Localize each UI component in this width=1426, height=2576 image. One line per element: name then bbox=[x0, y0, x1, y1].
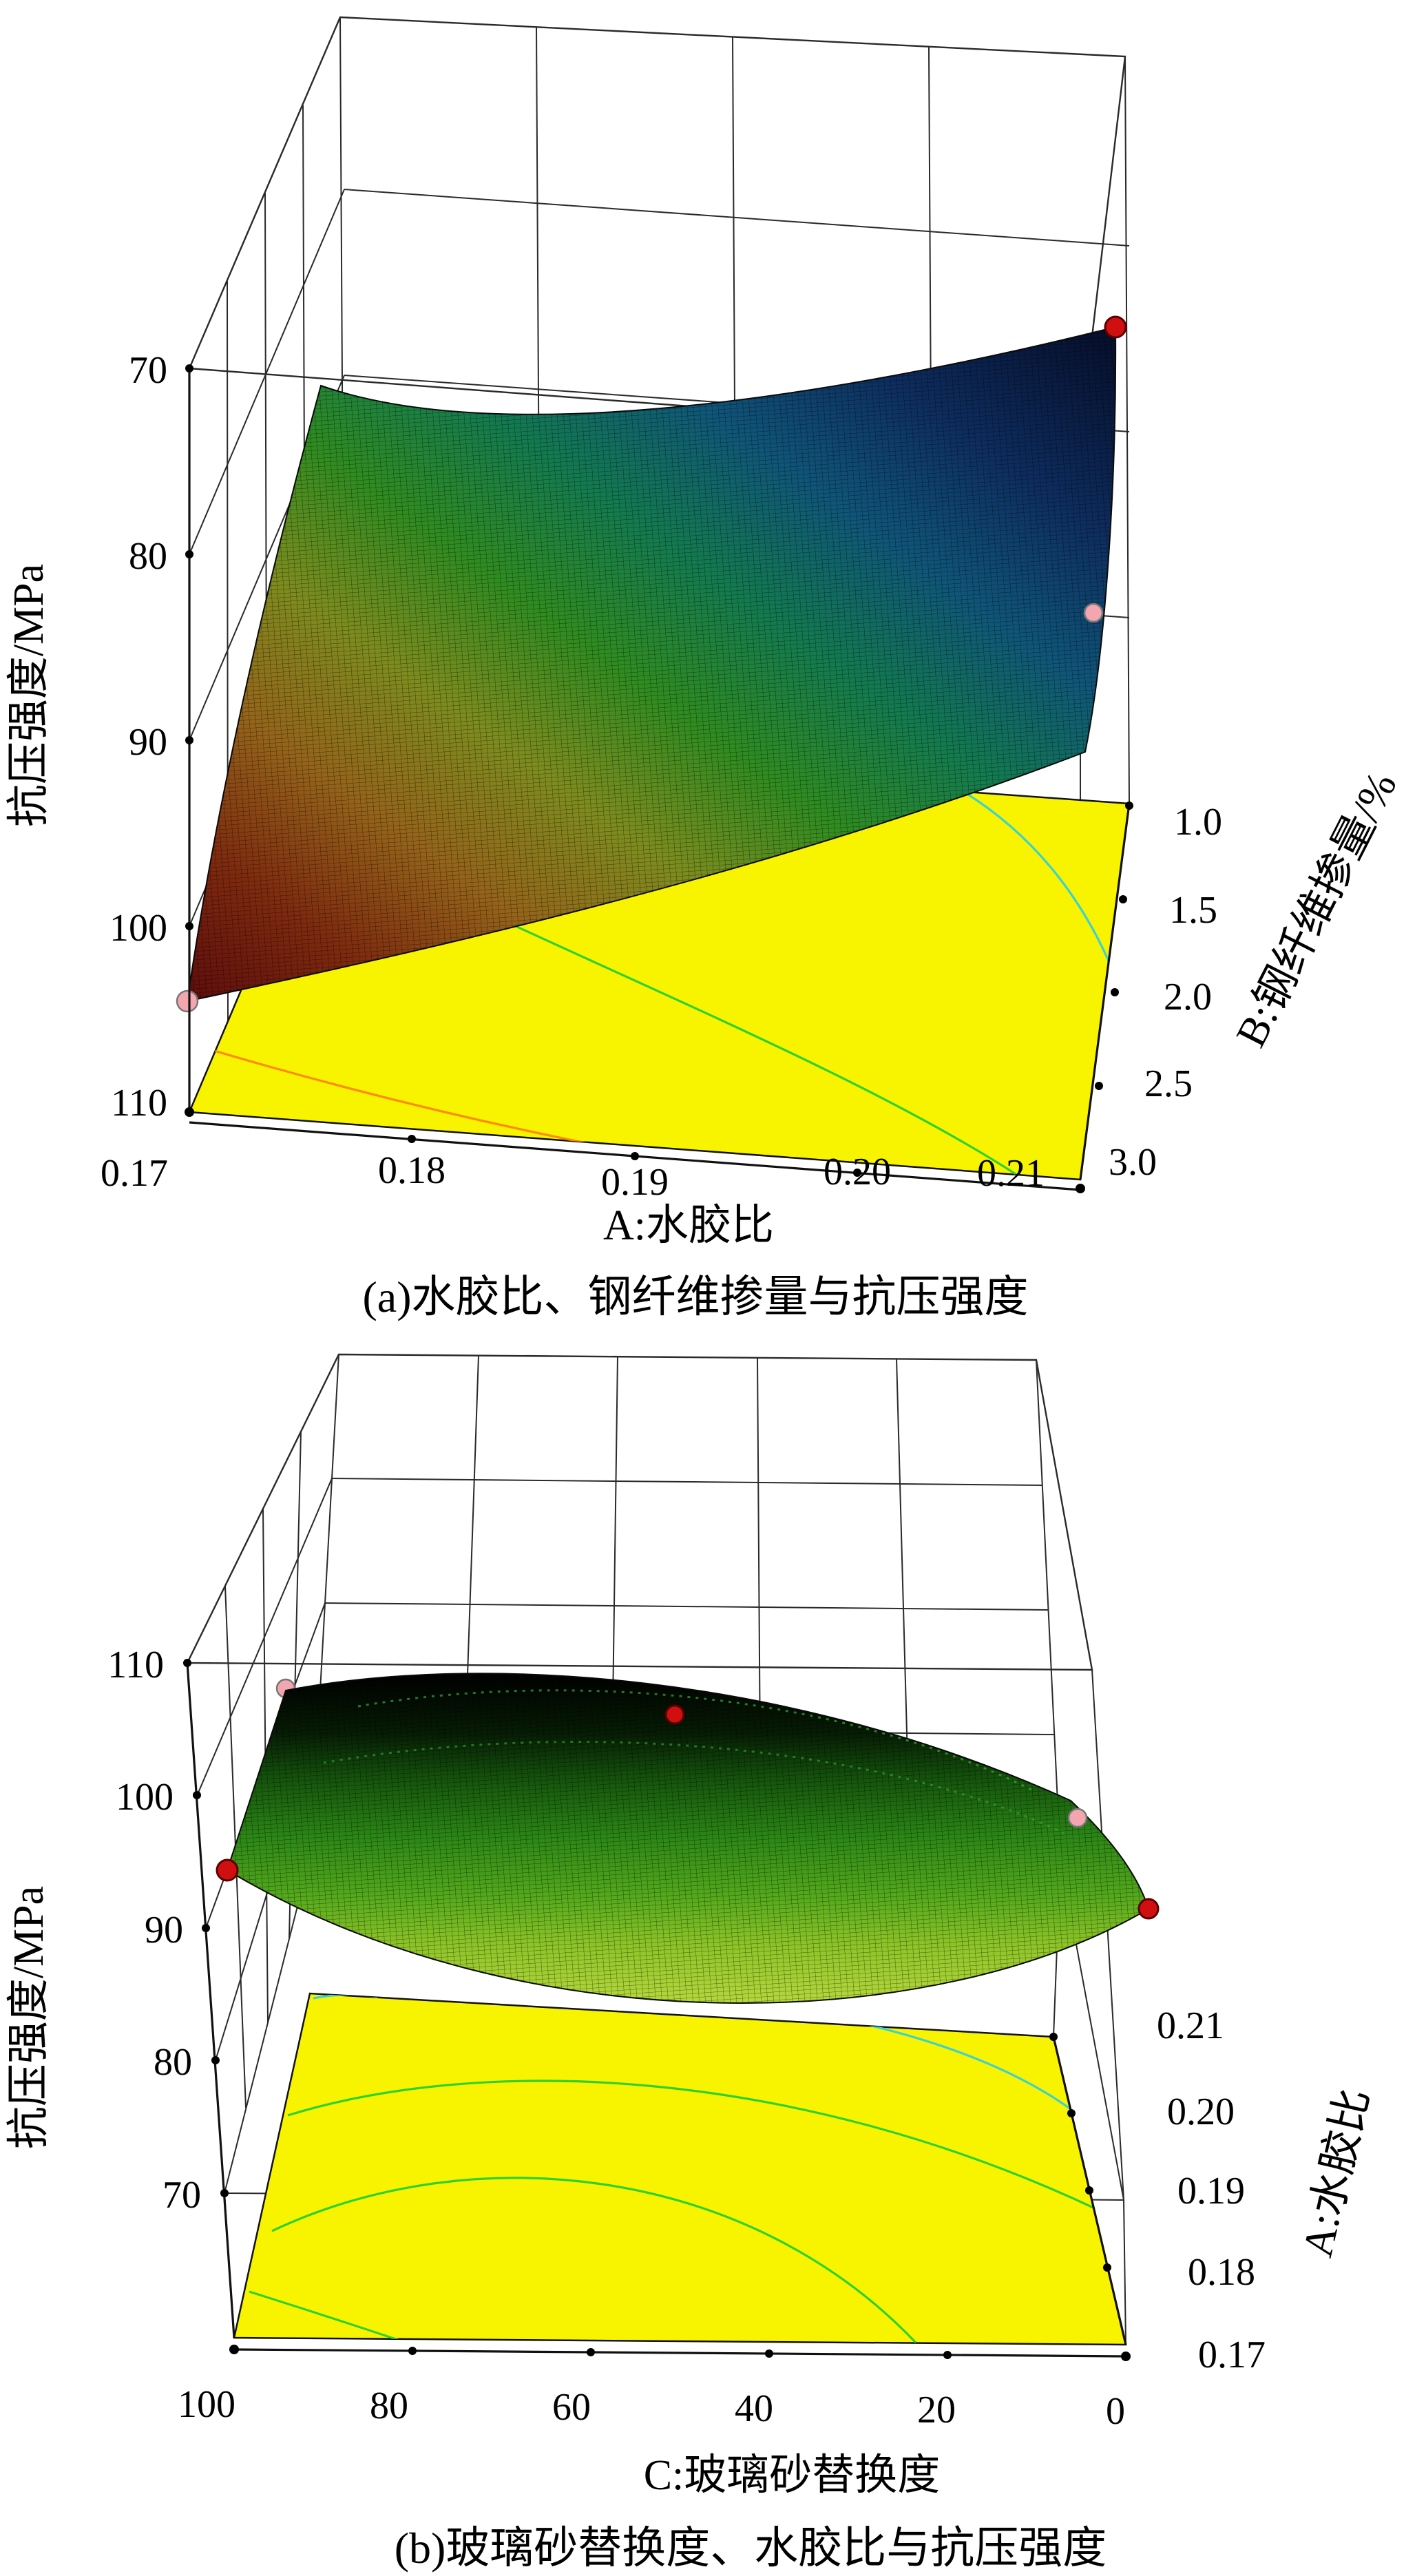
plot-b-contour-green-1 bbox=[287, 2080, 1097, 2210]
plot-a-tick-dots bbox=[185, 364, 1133, 1193]
plot-a-x-tick-021: 0.21 bbox=[977, 1152, 1045, 1195]
plot-a-surface bbox=[186, 326, 1117, 1003]
plot-b-contour-green-3 bbox=[249, 2290, 399, 2341]
plot-b-surface bbox=[226, 1673, 1150, 2004]
plot-a-x-axis-title: A:水胶比 bbox=[603, 1202, 774, 1249]
plot-b-x-tick-0: 0 bbox=[1106, 2390, 1125, 2433]
plot-a-caption: (a)水胶比、钢纤维掺量与抗压强度 bbox=[362, 1273, 1028, 1321]
plot-b-x-tick-80: 80 bbox=[370, 2385, 408, 2427]
design-point-pink-a-front-left bbox=[176, 989, 199, 1013]
design-point-pink-a-right-edge bbox=[1083, 603, 1104, 623]
design-point-pink-b-right-edge bbox=[1067, 1808, 1088, 1828]
plot-b-frontright-edge bbox=[1091, 1669, 1124, 2201]
plot-a-b-tick-15: 1.5 bbox=[1169, 889, 1217, 932]
design-point-red-b-middle bbox=[664, 1704, 685, 1725]
plot-b-x-axis-title: C:玻璃砂替换度 bbox=[644, 2452, 941, 2499]
plot-a-z-tick-80: 80 bbox=[129, 535, 167, 578]
plot-b-x-tick-100: 100 bbox=[178, 2383, 235, 2426]
plot-b-x-tick-60: 60 bbox=[552, 2386, 591, 2429]
plot-a-surface-mesh-texture bbox=[187, 327, 1116, 1001]
plot-b-z-axis bbox=[186, 1662, 235, 2338]
plot-a-b-tick-20: 2.0 bbox=[1164, 976, 1212, 1018]
plot-b-x-tick-40: 40 bbox=[735, 2387, 773, 2430]
plot-b-x-tick-20: 20 bbox=[917, 2389, 956, 2431]
plot-b-tick-dots bbox=[183, 1659, 1131, 2361]
plot-a-b-axis bbox=[1079, 803, 1131, 1180]
plot-b-x-axis bbox=[233, 2348, 1126, 2358]
plot-a-z-tick-110: 110 bbox=[111, 1082, 167, 1124]
plot-b-z-tick-70: 70 bbox=[162, 2174, 201, 2217]
plot-b-z-tick-110: 110 bbox=[107, 1644, 164, 1686]
plot-b-a-tick-018: 0.18 bbox=[1188, 2251, 1255, 2294]
design-point-red-b-front-right bbox=[1137, 1898, 1160, 1920]
plot-b-surface-contour-dashes-1 bbox=[357, 1689, 1034, 1792]
plot-b-z-tick-80: 80 bbox=[154, 2041, 192, 2084]
plot-a-b-tick-30: 3.0 bbox=[1109, 1141, 1157, 1184]
plot-a-x-tick-019: 0.19 bbox=[601, 1161, 669, 1204]
plot-b-surface-mesh-texture bbox=[227, 1673, 1149, 2003]
plot-b-a-tick-021: 0.21 bbox=[1157, 2004, 1224, 2047]
plot-a-x-tick-017: 0.17 bbox=[101, 1152, 168, 1195]
plot-b-contour-floor bbox=[233, 1992, 1127, 2346]
plot-b-a-tick-017: 0.17 bbox=[1198, 2334, 1266, 2376]
plot-b: 110 100 90 80 70 100 80 60 40 20 0 0.21 … bbox=[6, 1353, 1378, 2573]
plot-a-z-tick-90: 90 bbox=[129, 721, 167, 764]
plot-a-b-axis-title: B:钢纤维掺量/% bbox=[1228, 765, 1406, 1055]
plot-a: 70 80 90 100 110 0.17 0.18 0.19 0.20 0.2… bbox=[6, 16, 1406, 1321]
plot-a-x-tick-020: 0.20 bbox=[824, 1151, 891, 1193]
plot-a-b-tick-10: 1.0 bbox=[1174, 801, 1222, 844]
plot-a-z-tick-70: 70 bbox=[129, 349, 167, 392]
plot-b-a-axis-title: A:水胶比 bbox=[1294, 2084, 1378, 2261]
plot-b-contour-green-2 bbox=[271, 2177, 917, 2344]
plot-a-z-tick-100: 100 bbox=[109, 907, 167, 950]
plot-a-b-tick-25: 2.5 bbox=[1144, 1062, 1193, 1105]
design-point-red-a-top bbox=[1104, 315, 1127, 339]
plot-b-z-tick-100: 100 bbox=[116, 1776, 174, 1819]
design-point-red-b-front-left bbox=[216, 1858, 239, 1882]
plot-b-z-tick-90: 90 bbox=[145, 1909, 183, 1951]
plot-b-a-tick-019: 0.19 bbox=[1177, 2170, 1245, 2212]
plot-b-a-tick-020: 0.20 bbox=[1167, 2091, 1235, 2133]
plot-b-surface-contour-dashes-2 bbox=[323, 1741, 1065, 1834]
plot-a-x-tick-018: 0.18 bbox=[378, 1149, 445, 1192]
plot-b-top-face bbox=[186, 1353, 1093, 1671]
plot-b-z-axis-title: 抗压强度/MPa bbox=[6, 1886, 52, 2149]
plot-b-caption: (b)玻璃砂替换度、水胶比与抗压强度 bbox=[395, 2524, 1107, 2573]
plot-a-z-axis-title: 抗压强度/MPa bbox=[6, 564, 52, 827]
